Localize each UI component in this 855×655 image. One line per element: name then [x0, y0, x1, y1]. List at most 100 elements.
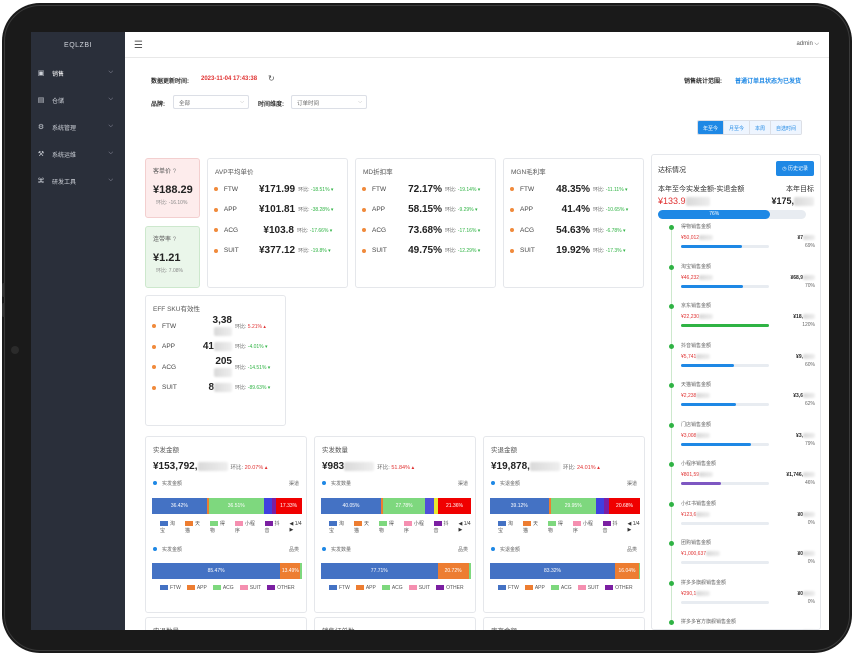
metric-row: FTW 48.35% 环比: -11.11% ▾	[510, 183, 637, 195]
legend-item[interactable]: 抖音	[264, 520, 284, 534]
bar-segment[interactable]	[468, 563, 471, 579]
bar-segment[interactable]	[603, 498, 610, 514]
legend-item[interactable]: 抖音	[602, 520, 622, 534]
target-item[interactable]: 小红书销售金额 ¥123,6 ¥0 0%	[669, 500, 819, 536]
legend-pager[interactable]: ◀ 1/4 ▶	[627, 521, 640, 533]
history-button[interactable]: ◷ 历史记录	[776, 161, 814, 176]
target-item[interactable]: 得物销售金额 ¥50,012 ¥7 69%	[669, 223, 819, 259]
metric-value: 48.35%	[556, 183, 590, 195]
sidebar-item[interactable]: ▤ 仓储 ⌵	[31, 87, 125, 114]
sku-row: FTW 3,38 环比: 5.21% ▴	[152, 315, 279, 336]
legend-item[interactable]: APP	[524, 585, 545, 591]
bar-segment[interactable]: 29.95%	[550, 498, 596, 514]
legend-item[interactable]: APP	[186, 585, 207, 591]
bar-segment[interactable]	[595, 498, 604, 514]
legend-item[interactable]: 淘宝	[498, 520, 517, 534]
legend-item[interactable]: 天猫	[353, 520, 373, 534]
legend-item[interactable]: 抖音	[433, 520, 453, 534]
legend-pager[interactable]: ◀ 1/4 ▶	[458, 521, 471, 533]
period-tab[interactable]: 月至今	[723, 121, 750, 134]
legend-item[interactable]: 淘宝	[329, 520, 348, 534]
legend-item[interactable]: SUIT	[577, 585, 599, 591]
legend-item[interactable]: ACG	[381, 585, 403, 591]
legend-item[interactable]: 淘宝	[160, 520, 179, 534]
menu-toggle-icon[interactable]: ☰	[134, 40, 143, 51]
target-item[interactable]: 京东销售金额 ¥22,230 ¥18, 120%	[669, 302, 819, 338]
target-item-name: 拼多多官方旗舰销售金额	[681, 619, 737, 625]
legend-swatch	[267, 585, 276, 591]
bar-segment[interactable]: 17.33%	[275, 498, 302, 514]
bar-segment[interactable]	[381, 498, 384, 514]
sidebar-item[interactable]: ▣ 销售 ⌵	[31, 60, 125, 87]
bar-segment[interactable]	[206, 498, 209, 514]
legend-item[interactable]: 小程序	[234, 520, 259, 534]
bar-segment[interactable]	[263, 498, 272, 514]
time-dimension-select[interactable]: 订单时间 ⌵	[291, 95, 367, 109]
user-menu[interactable]: admin ⌵	[796, 41, 819, 47]
target-item-current: ¥5,741	[681, 354, 711, 360]
bar-segment[interactable]	[639, 563, 640, 579]
legend-item[interactable]: 得物	[378, 520, 398, 534]
bar-segment[interactable]	[433, 498, 439, 514]
bar-segment[interactable]	[300, 563, 302, 579]
legend-pager[interactable]: ◀ 1/4 ▶	[289, 521, 302, 533]
legend-item[interactable]: 天猫	[184, 520, 204, 534]
category-label: 品类	[457, 547, 468, 553]
arrow-down-icon: ▾	[329, 207, 334, 213]
bar-segment[interactable]	[271, 498, 276, 514]
bar-segment[interactable]: 85.47%	[152, 563, 281, 579]
bar-segment[interactable]: 13.49%	[280, 563, 301, 579]
category-select[interactable]: 全部 ⌵	[173, 95, 249, 109]
legend-item[interactable]: FTW	[329, 585, 350, 591]
scope-value[interactable]: 普通订单且状态为已发货	[735, 79, 802, 85]
legend-item[interactable]: 天猫	[522, 520, 542, 534]
arrow-down-icon: ▾	[473, 207, 478, 213]
target-item[interactable]: 团购销售金额 ¥1,000,637 ¥0 0%	[669, 539, 819, 575]
target-item[interactable]: 抖音销售金额 ¥5,741 ¥9, 60%	[669, 342, 819, 378]
target-item[interactable]: 门店销售金额 ¥3,008 ¥3, 79%	[669, 421, 819, 457]
bar-segment[interactable]	[548, 498, 551, 514]
bar-segment[interactable]: 40.05%	[321, 498, 382, 514]
period-tab[interactable]: 年至今	[698, 121, 724, 134]
legend-item[interactable]: 小程序	[403, 520, 428, 534]
sidebar-item[interactable]: ⚙ 系统管理 ⌵	[31, 114, 125, 141]
bar-segment[interactable]: 83.32%	[490, 563, 615, 579]
arrow-down-icon: ▾	[476, 227, 481, 234]
period-tab[interactable]: 自选时间	[770, 121, 802, 134]
bar-segment[interactable]: 36.51%	[208, 498, 264, 514]
legend-item[interactable]: FTW	[160, 585, 181, 591]
legend-item[interactable]: OTHER	[605, 585, 633, 591]
legend-item[interactable]: ACG	[550, 585, 572, 591]
legend-item[interactable]: OTHER	[436, 585, 464, 591]
legend-item[interactable]: 小程序	[572, 520, 597, 534]
target-item[interactable]: 天猫销售金额 ¥2,238 ¥3,6 62%	[669, 381, 819, 417]
sidebar-item[interactable]: ⚒ 系统运维 ⌵	[31, 141, 125, 168]
target-item[interactable]: 拼多多官方旗舰销售金额¥49,6¥00%	[669, 618, 819, 630]
target-item-current: ¥50,012	[681, 235, 714, 241]
bar-segment[interactable]: 27.78%	[383, 498, 425, 514]
target-item[interactable]: 淘宝销售金额 ¥46,232 ¥68,9 70%	[669, 263, 819, 299]
bar-segment[interactable]: 20.72%	[437, 563, 469, 579]
legend-item[interactable]: SUIT	[408, 585, 430, 591]
legend-item[interactable]: ACG	[212, 585, 234, 591]
refresh-icon[interactable]: ↻	[268, 74, 275, 83]
bar-segment[interactable]: 21.36%	[438, 498, 471, 514]
legend-item[interactable]: SUIT	[239, 585, 261, 591]
bar-segment[interactable]: 20.68%	[609, 498, 640, 514]
bar-segment[interactable]: 36.42%	[152, 498, 207, 514]
legend-item[interactable]: 得物	[547, 520, 567, 534]
sidebar-item[interactable]: ⌘ 研发工具 ⌵	[31, 168, 125, 195]
bar-segment[interactable]: 39.12%	[490, 498, 549, 514]
legend-item[interactable]: OTHER	[267, 585, 295, 591]
target-item[interactable]: 拼多多旗舰销售金额 ¥290,1 ¥0 0%	[669, 579, 819, 615]
bar-segment[interactable]: 77.71%	[321, 563, 438, 579]
legend-item[interactable]: 得物	[209, 520, 229, 534]
period-tab[interactable]: 本周	[749, 121, 771, 134]
bar-segment[interactable]: 16.04%	[614, 563, 640, 579]
card-value: ¥983 环比: 51.84% ▴	[322, 461, 415, 472]
category-label: 品牌:	[151, 102, 165, 108]
legend-item[interactable]: APP	[355, 585, 376, 591]
legend-item[interactable]: FTW	[498, 585, 519, 591]
bar-segment[interactable]	[424, 498, 434, 514]
target-item[interactable]: 小程序销售金额 ¥801,59 ¥1,746, 46%	[669, 460, 819, 496]
